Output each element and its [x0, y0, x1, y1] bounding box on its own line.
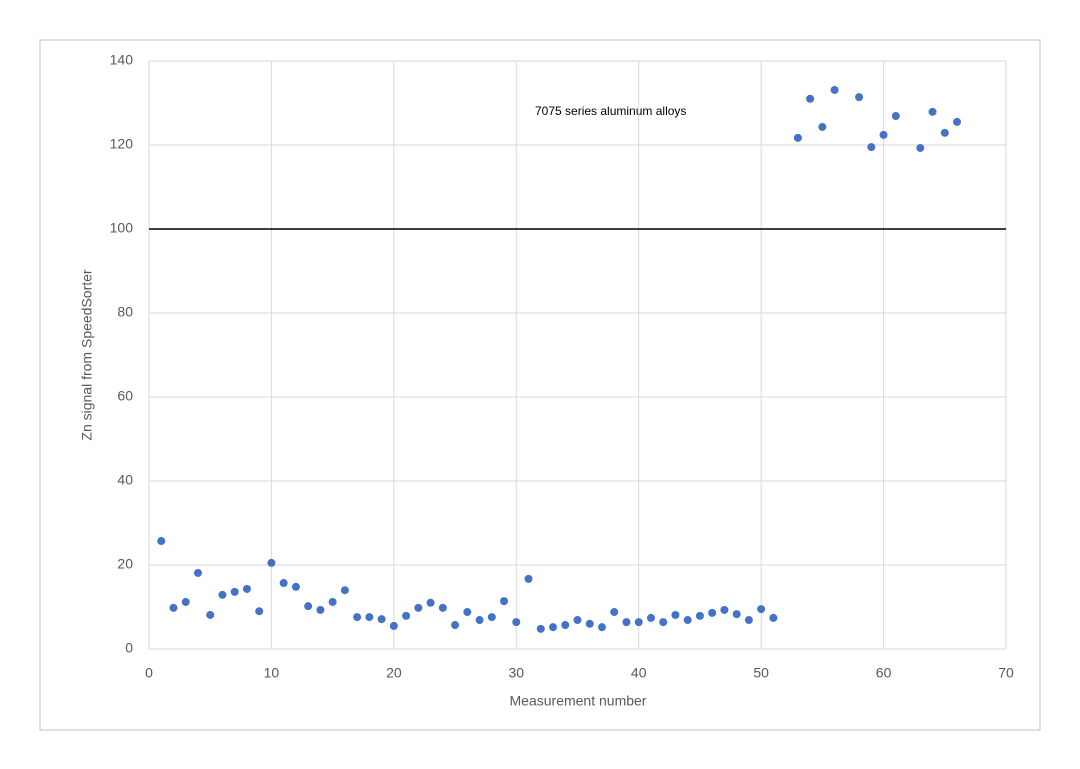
point	[683, 616, 692, 625]
point	[377, 615, 386, 624]
point	[940, 128, 949, 137]
point	[536, 624, 545, 633]
point	[279, 579, 288, 588]
point	[695, 611, 704, 620]
point	[561, 621, 570, 630]
x-tick-label: 20	[386, 665, 402, 681]
point	[573, 616, 582, 625]
point	[365, 613, 374, 622]
point	[438, 603, 447, 612]
point	[402, 611, 411, 620]
point	[389, 621, 398, 630]
point	[524, 574, 533, 583]
y-axis-label: Zn signal from SpeedSorter	[79, 269, 95, 441]
point	[340, 586, 349, 595]
point	[891, 112, 900, 121]
y-tick-label: 80	[117, 304, 133, 320]
point	[426, 598, 435, 607]
point	[193, 568, 202, 577]
x-tick-label: 70	[998, 665, 1014, 681]
point	[414, 603, 423, 612]
point	[451, 621, 460, 630]
point	[855, 93, 864, 102]
x-tick-label: 10	[264, 665, 280, 681]
point	[806, 94, 815, 103]
point	[353, 613, 362, 622]
point	[206, 610, 215, 619]
y-tick-label: 60	[117, 388, 133, 404]
point	[879, 130, 888, 139]
y-tick-label: 0	[125, 640, 133, 656]
x-tick-label: 40	[631, 665, 647, 681]
point	[720, 605, 729, 614]
point	[646, 613, 655, 622]
annotation: 7075 series aluminum alloys	[535, 104, 686, 118]
point	[953, 117, 962, 126]
point	[622, 618, 631, 627]
y-tick-label: 140	[110, 52, 134, 68]
point	[157, 537, 166, 546]
point	[610, 608, 619, 617]
point	[769, 613, 778, 622]
point	[867, 143, 876, 152]
point	[316, 605, 325, 614]
y-tick-label: 20	[117, 556, 133, 572]
point	[500, 597, 509, 606]
point	[732, 610, 741, 619]
y-tick-label: 40	[117, 472, 133, 488]
point	[928, 107, 937, 116]
point	[169, 603, 178, 612]
point	[218, 590, 227, 599]
point	[830, 85, 839, 94]
point	[585, 619, 594, 628]
y-tick-label: 100	[110, 220, 134, 236]
point	[818, 122, 827, 131]
point	[744, 616, 753, 625]
x-tick-label: 0	[145, 665, 153, 681]
point	[242, 584, 251, 593]
point	[181, 597, 190, 606]
point	[267, 558, 276, 567]
point	[475, 616, 484, 625]
y-tick-label: 120	[110, 136, 134, 152]
x-tick-label: 50	[753, 665, 769, 681]
point	[916, 143, 925, 152]
point	[463, 608, 472, 617]
x-tick-label: 30	[508, 665, 524, 681]
point	[708, 608, 717, 617]
point	[597, 623, 606, 632]
point	[230, 587, 239, 596]
point	[793, 133, 802, 142]
x-tick-label: 60	[876, 665, 892, 681]
point	[671, 610, 680, 619]
point	[549, 623, 558, 632]
point	[634, 618, 643, 627]
point	[487, 613, 496, 622]
point	[328, 597, 337, 606]
point	[291, 582, 300, 591]
point	[255, 607, 264, 616]
point	[304, 602, 313, 611]
point	[512, 618, 521, 627]
point	[757, 605, 766, 614]
x-axis-label: Measurement number	[510, 693, 647, 709]
point	[659, 618, 668, 627]
